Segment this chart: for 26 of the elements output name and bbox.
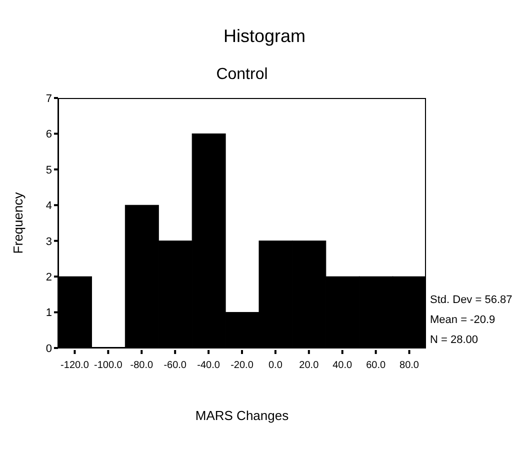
- x-tick-label: -100.0: [94, 360, 123, 371]
- y-axis-title: Frequency: [10, 192, 26, 254]
- text: Std. Dev = 56.87: [430, 293, 512, 308]
- y-tick-label: 2: [46, 271, 52, 284]
- x-tick-label: -40.0: [197, 360, 220, 371]
- x-tick-label: 0.0: [268, 360, 283, 371]
- y-tick-label: 4: [46, 200, 52, 212]
- text: N = 28.00: [430, 333, 480, 348]
- chart-title: Histogram: [222, 26, 307, 47]
- y-tick-label: 7: [46, 92, 52, 105]
- y-tick-label: 6: [46, 128, 52, 141]
- x-tick-label: 40.0: [332, 360, 353, 371]
- y-tick-label: 1: [46, 307, 52, 320]
- chart-subtitle: Control: [215, 66, 269, 84]
- x-tick-label: 20.0: [299, 360, 320, 371]
- x-tick-label: -80.0: [130, 360, 154, 371]
- text: Mean = -20.9: [430, 313, 496, 328]
- x-tick-label: -120.0: [60, 360, 90, 371]
- y-tick-label: 3: [46, 236, 52, 248]
- y-tick-label: 5: [46, 164, 52, 176]
- x-tick-label: 80.0: [400, 360, 420, 371]
- x-tick-label: -60.0: [164, 360, 187, 371]
- x-tick-label: -20.0: [230, 360, 254, 371]
- x-tick-label: 60.0: [366, 360, 386, 371]
- y-tick-label: 0: [46, 342, 52, 355]
- x-axis-title: MARS Changes: [194, 408, 290, 423]
